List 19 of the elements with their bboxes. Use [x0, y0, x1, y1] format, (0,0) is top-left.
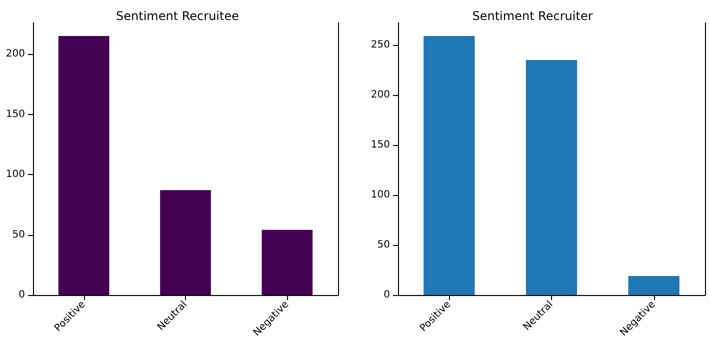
chart-title: Sentiment Recruitee: [116, 9, 239, 23]
y-tick-label: 150: [370, 139, 390, 150]
chart-title: Sentiment Recruiter: [472, 9, 593, 23]
y-tick-label: 200: [370, 89, 390, 100]
y-tick-label: 250: [370, 39, 390, 50]
y-tick-label: 50: [377, 239, 390, 250]
y-tick-label: 0: [384, 290, 390, 300]
bar: [628, 276, 680, 295]
bar: [262, 230, 313, 295]
bar: [424, 36, 475, 295]
bar: [160, 190, 211, 295]
y-tick-label: 100: [370, 189, 390, 200]
y-tick-label: 50: [12, 229, 25, 240]
bar: [58, 36, 110, 295]
y-tick-label: 150: [6, 108, 25, 120]
y-tick-label: 0: [18, 290, 25, 300]
bar: [526, 60, 578, 295]
y-tick-label: 100: [6, 169, 25, 180]
y-tick-label: 200: [6, 48, 25, 60]
